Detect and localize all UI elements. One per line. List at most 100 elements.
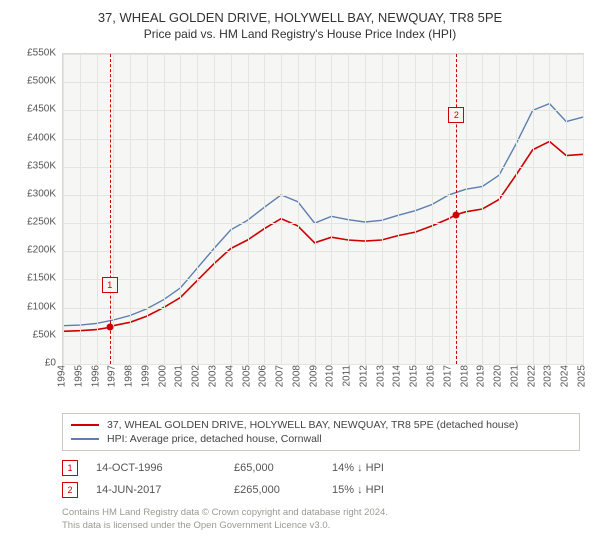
x-tick-label: 2016 — [426, 365, 437, 387]
x-tick-label: 1997 — [107, 365, 118, 387]
footnote: Contains HM Land Registry data © Crown c… — [62, 507, 590, 533]
series-line-hpi — [63, 104, 583, 326]
gridline-v — [466, 54, 467, 364]
marker-dash — [110, 54, 111, 364]
gridline-h — [63, 195, 583, 196]
event-price: £265,000 — [234, 484, 314, 496]
y-tick-label: £300K — [27, 188, 56, 199]
gridline-h — [63, 279, 583, 280]
gridline-h — [63, 110, 583, 111]
y-tick-label: £150K — [27, 273, 56, 284]
footnote-line: Contains HM Land Registry data © Crown c… — [62, 507, 590, 520]
y-tick-label: £100K — [27, 301, 56, 312]
x-tick-label: 2008 — [291, 365, 302, 387]
x-tick-label: 2010 — [325, 365, 336, 387]
plot-area: 12 — [62, 53, 584, 365]
marker-badge: 2 — [448, 107, 464, 123]
x-tick-label: 2025 — [577, 365, 588, 387]
gridline-v — [398, 54, 399, 364]
x-tick-label: 2002 — [191, 365, 202, 387]
gridline-v — [248, 54, 249, 364]
event-row: 114-OCT-1996£65,00014% ↓ HPI — [62, 457, 590, 479]
gridline-v — [264, 54, 265, 364]
y-tick-label: £400K — [27, 132, 56, 143]
gridline-v — [382, 54, 383, 364]
x-tick-label: 2011 — [342, 365, 353, 387]
gridline-v — [214, 54, 215, 364]
gridline-v — [180, 54, 181, 364]
gridline-v — [231, 54, 232, 364]
y-tick-label: £0 — [45, 358, 56, 369]
event-row: 2 14-JUN-2017 £265,000 15% ↓ HPI — [62, 479, 590, 501]
x-tick-label: 2004 — [224, 365, 235, 387]
y-tick-label: £50K — [33, 329, 56, 340]
x-tick-label: 2020 — [493, 365, 504, 387]
gridline-h — [63, 251, 583, 252]
x-tick-label: 1994 — [57, 365, 68, 387]
x-tick-label: 2001 — [174, 365, 185, 387]
gridline-v — [130, 54, 131, 364]
legend-row: HPI: Average price, detached house, Corn… — [71, 432, 571, 446]
legend: 37, WHEAL GOLDEN DRIVE, HOLYWELL BAY, NE… — [62, 413, 580, 451]
gridline-h — [63, 54, 583, 55]
x-tick-label: 2021 — [509, 365, 520, 387]
marker-badge: 1 — [102, 277, 118, 293]
event-date: 14-JUN-2017 — [96, 484, 216, 496]
gridline-v — [365, 54, 366, 364]
y-tick-label: £250K — [27, 217, 56, 228]
page-subtitle: Price paid vs. HM Land Registry's House … — [10, 27, 590, 41]
x-tick-label: 2018 — [459, 365, 470, 387]
gridline-v — [298, 54, 299, 364]
gridline-v — [164, 54, 165, 364]
x-axis-labels: 1994199519961997199819992000200120022003… — [62, 365, 582, 405]
marker-dot — [453, 211, 460, 218]
gridline-v — [281, 54, 282, 364]
gridline-v — [113, 54, 114, 364]
legend-swatch — [71, 438, 99, 440]
legend-label: HPI: Average price, detached house, Corn… — [107, 433, 322, 445]
x-tick-label: 2022 — [526, 365, 537, 387]
x-tick-label: 2024 — [560, 365, 571, 387]
gridline-v — [516, 54, 517, 364]
x-tick-label: 2000 — [157, 365, 168, 387]
event-badge: 2 — [62, 482, 78, 498]
x-tick-label: 2013 — [375, 365, 386, 387]
gridline-v — [549, 54, 550, 364]
y-axis-labels: £0£50K£100K£150K£200K£250K£300K£350K£400… — [10, 53, 58, 363]
gridline-h — [63, 82, 583, 83]
legend-label: 37, WHEAL GOLDEN DRIVE, HOLYWELL BAY, NE… — [107, 419, 518, 431]
x-tick-label: 2005 — [241, 365, 252, 387]
y-tick-label: £450K — [27, 104, 56, 115]
gridline-v — [348, 54, 349, 364]
event-badge: 1 — [62, 460, 78, 476]
gridline-v — [432, 54, 433, 364]
x-tick-label: 2015 — [409, 365, 420, 387]
y-tick-label: £350K — [27, 160, 56, 171]
footnote-line: This data is licensed under the Open Gov… — [62, 520, 590, 533]
gridline-v — [80, 54, 81, 364]
gridline-h — [63, 139, 583, 140]
x-tick-label: 2006 — [258, 365, 269, 387]
event-delta: 15% ↓ HPI — [332, 484, 384, 496]
gridline-h — [63, 308, 583, 309]
legend-swatch — [71, 424, 99, 426]
x-tick-label: 2007 — [275, 365, 286, 387]
x-tick-label: 2012 — [358, 365, 369, 387]
gridline-v — [197, 54, 198, 364]
x-tick-label: 1995 — [73, 365, 84, 387]
gridline-v — [566, 54, 567, 364]
series-line-price_paid — [63, 141, 583, 331]
marker-dot — [106, 324, 113, 331]
x-tick-label: 1998 — [124, 365, 135, 387]
y-tick-label: £500K — [27, 76, 56, 87]
x-tick-label: 2009 — [308, 365, 319, 387]
gridline-v — [533, 54, 534, 364]
series-svg — [63, 54, 583, 364]
event-delta: 14% ↓ HPI — [332, 462, 384, 474]
x-tick-label: 2014 — [392, 365, 403, 387]
gridline-v — [63, 54, 64, 364]
x-tick-label: 2019 — [476, 365, 487, 387]
x-tick-label: 2023 — [543, 365, 554, 387]
marker-dash — [456, 54, 457, 364]
gridline-v — [315, 54, 316, 364]
